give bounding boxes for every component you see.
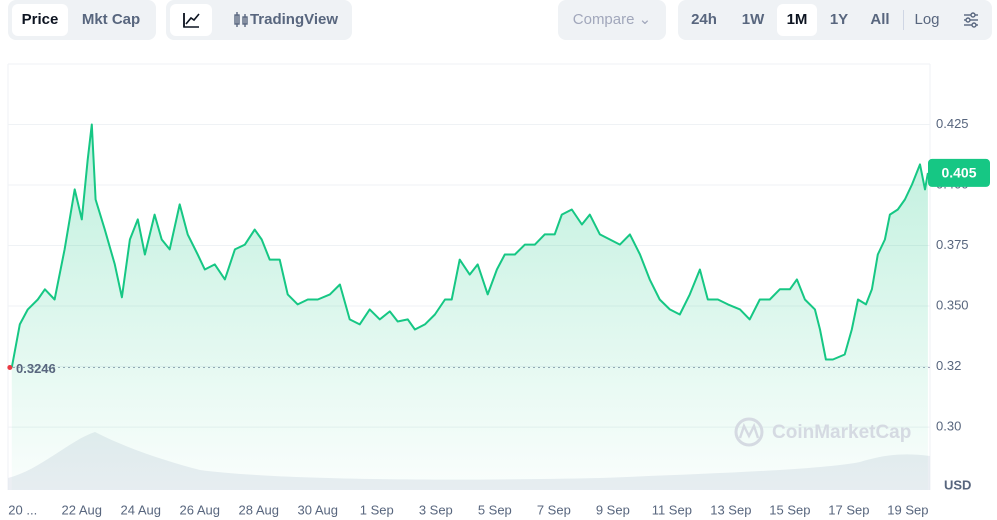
y-tick-label: 0.30 — [936, 419, 961, 434]
range-button[interactable]: 1Y — [829, 11, 849, 28]
start-dot — [7, 365, 13, 371]
x-tick-label: 28 Aug — [239, 502, 280, 517]
y-tick-label: 0.375 — [936, 237, 969, 252]
candle-icon — [234, 12, 248, 27]
compare-label: Compare — [572, 11, 635, 28]
y-tick-label: 0.350 — [936, 297, 969, 312]
range-toggle: 24h 1W 1M 1Y All Log — [678, 0, 992, 40]
x-tick-label: 20 ... — [8, 502, 37, 517]
x-tick-label: 3 Sep — [419, 502, 453, 517]
y-tick-label: 0.425 — [936, 116, 969, 131]
chart-style-toggle: TradingView — [166, 0, 352, 40]
x-tick-label: 7 Sep — [537, 502, 571, 517]
volume-area — [8, 432, 930, 490]
compare-dropdown[interactable]: Compare ⌄ — [558, 0, 666, 40]
settings-button[interactable] — [956, 4, 986, 36]
x-tick-label: 13 Sep — [710, 502, 751, 517]
tradingview-label: TradingView — [249, 11, 339, 28]
x-tick-label: 17 Sep — [828, 502, 869, 517]
range-button[interactable]: All — [870, 11, 890, 28]
price-badge — [928, 158, 990, 187]
x-tick-label: 11 Sep — [652, 502, 692, 517]
watermark-text: CoinMarketCap — [772, 422, 911, 443]
currency-label: USD — [944, 477, 971, 492]
x-tick-label: 22 Aug — [62, 502, 103, 517]
x-tick-label: 24 Aug — [121, 502, 162, 517]
range-button[interactable]: 1W — [741, 11, 765, 28]
price-line — [10, 123, 929, 368]
x-tick-label: 19 Sep — [887, 502, 928, 517]
x-tick-label: 1 Sep — [360, 502, 394, 517]
x-tick-label: 30 Aug — [298, 502, 339, 517]
x-tick-label: 26 Aug — [180, 502, 221, 517]
x-tick-label: 9 Sep — [596, 502, 630, 517]
reference-label: 0.3246 — [16, 361, 56, 376]
watermark: CoinMarketCap — [734, 417, 911, 447]
x-tick-label: 15 Sep — [769, 502, 810, 517]
tradingview-button[interactable]: TradingView — [222, 4, 348, 36]
log-button[interactable]: Log — [914, 11, 940, 28]
mkt-cap-button[interactable]: Mkt Cap — [81, 11, 141, 28]
y-tick-label: 0.400 — [936, 176, 969, 191]
range-button[interactable]: 1M — [777, 4, 817, 36]
line-chart-button[interactable] — [170, 4, 212, 36]
mode-toggle: Price Mkt Cap — [8, 0, 156, 40]
price-button[interactable]: Price — [12, 4, 68, 36]
x-tick-label: 5 Sep — [478, 502, 512, 517]
range-button[interactable]: 24h — [691, 11, 717, 28]
y-tick-label: 0.32 — [936, 358, 961, 373]
divider — [903, 10, 904, 30]
line-icon — [183, 13, 200, 28]
compare-button[interactable]: Compare ⌄ — [572, 11, 652, 28]
price-area — [11, 124, 928, 490]
price-badge-label: 0.405 — [941, 165, 976, 181]
settings-icon — [964, 12, 978, 28]
